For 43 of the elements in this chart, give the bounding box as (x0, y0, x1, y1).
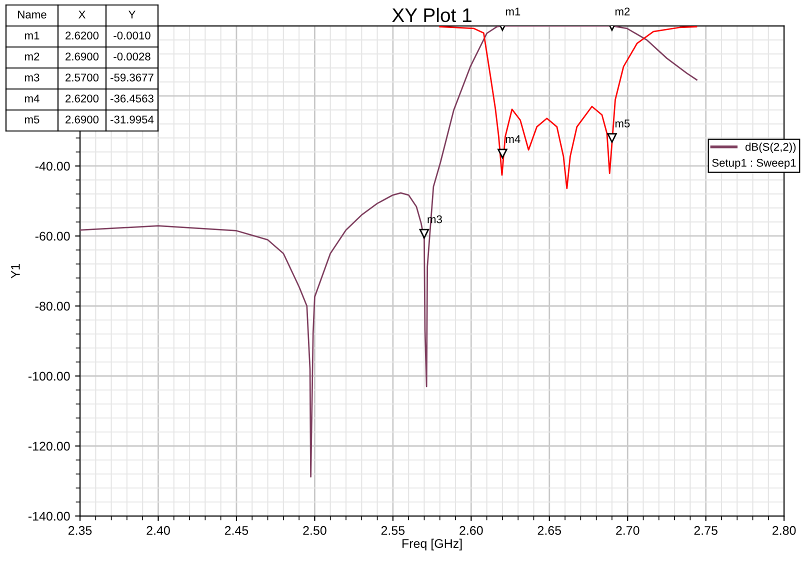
annotation: -0.0028 (114, 52, 150, 60)
text: Y (128, 10, 136, 18)
annotation: -31.9954 (110, 116, 154, 124)
text: m4 (25, 94, 40, 102)
annotation: m2 (615, 8, 630, 16)
annotation: -0.0010 (114, 32, 150, 40)
x-tick-label: 2.75 (694, 526, 718, 535)
x-tick-label: 2.40 (146, 526, 170, 535)
x-tick-label: 2.70 (616, 526, 640, 535)
y-tick-label: -140.00 (28, 512, 70, 521)
annotation: -59.3677 (110, 74, 154, 82)
y-tick-label: -100.00 (28, 372, 70, 381)
annotation: m5 (615, 120, 630, 128)
legend-title: Setup1 : Sweep1 (712, 158, 796, 169)
text: Name (18, 10, 46, 18)
text: m2 (25, 52, 40, 60)
y-tick-label: -40.00 (35, 162, 70, 171)
x-tick-label: 2.50 (303, 526, 326, 535)
y-tick-label: -60.00 (35, 232, 70, 241)
annotation: m1 (506, 8, 520, 16)
chart-title: XY Plot 1 (392, 8, 472, 22)
x-axis-title: Freq [GHz] (402, 538, 462, 550)
annotation: 2.5700 (66, 74, 99, 82)
annotation: 2.6200 (66, 32, 99, 40)
annotation: 2.6200 (66, 94, 99, 102)
annotation: -36.4563 (110, 94, 154, 102)
x-tick-label: 2.65 (538, 526, 562, 535)
x-tick-label: 2.60 (460, 526, 483, 535)
x-tick-label: 2.80 (772, 526, 796, 535)
text: m5 (25, 116, 40, 124)
annotation: 2.6900 (66, 116, 99, 124)
text: m1 (25, 32, 40, 40)
legend-label: dB(S(2,2)) (746, 142, 796, 154)
y-tick-label: -80.00 (35, 302, 70, 311)
y-tick-label: -120.00 (28, 442, 70, 451)
x-tick-label: 2.55 (381, 526, 405, 535)
x-tick-label: 2.35 (68, 526, 92, 535)
text: X (78, 10, 86, 18)
text: m3 (25, 74, 40, 82)
x-tick-label: 2.45 (224, 526, 248, 535)
y-axis-title: Y1 (11, 264, 20, 278)
annotation: 2.6900 (66, 52, 99, 60)
annotation: m4 (506, 135, 520, 143)
